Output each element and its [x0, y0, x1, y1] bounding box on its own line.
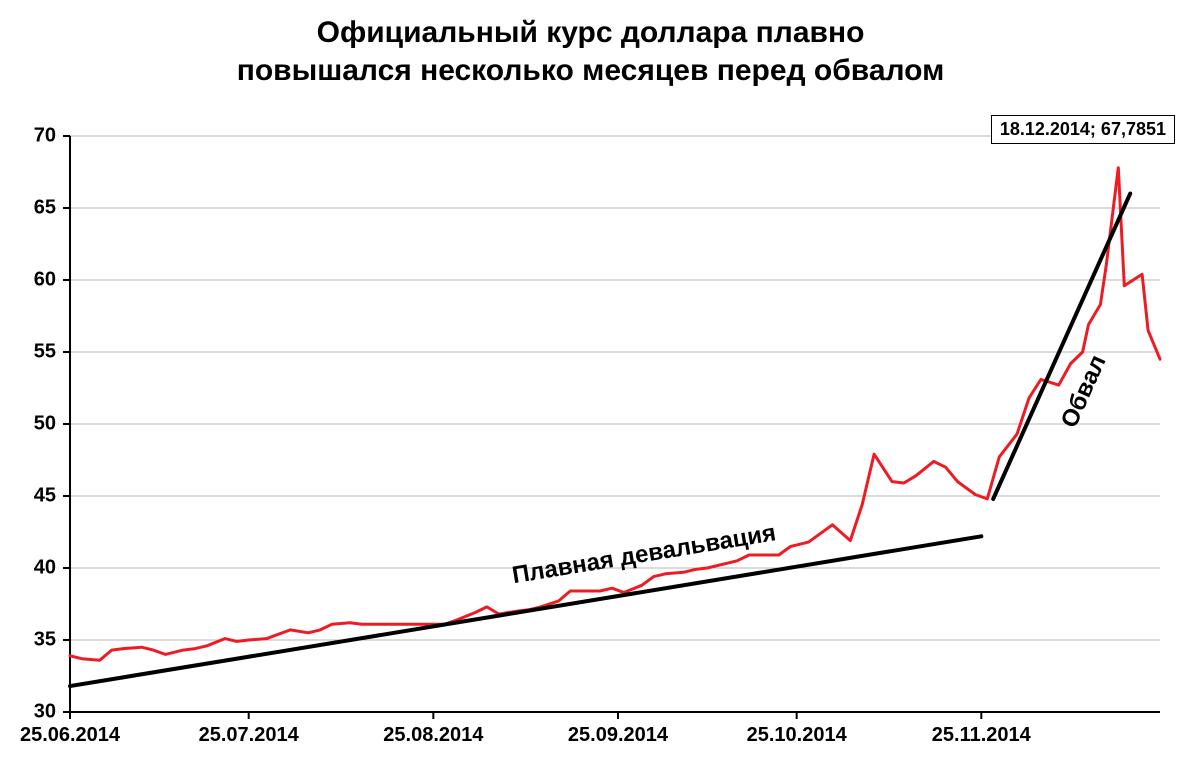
x-tick-label: 25.10.2014: [747, 724, 847, 747]
y-tick-label: 45: [0, 485, 56, 508]
y-tick-label: 65: [0, 197, 56, 220]
x-tick-label: 25.07.2014: [199, 724, 299, 747]
y-tick-label: 35: [0, 629, 56, 652]
y-tick-label: 70: [0, 125, 56, 148]
y-tick-label: 40: [0, 557, 56, 580]
x-tick-label: 25.09.2014: [568, 724, 668, 747]
y-tick-label: 55: [0, 341, 56, 364]
y-tick-label: 30: [0, 701, 56, 724]
x-tick-label: 25.11.2014: [932, 724, 1031, 747]
chart-container: Официальный курс доллара плавно повышалс…: [0, 0, 1181, 767]
peak-callout: 18.12.2014; 67,7851: [991, 115, 1175, 144]
y-tick-label: 50: [0, 413, 56, 436]
peak-callout-text: 18.12.2014; 67,7851: [1000, 119, 1166, 139]
x-tick-label: 25.06.2014: [20, 724, 120, 747]
y-tick-label: 60: [0, 269, 56, 292]
x-tick-label: 25.08.2014: [383, 724, 483, 747]
